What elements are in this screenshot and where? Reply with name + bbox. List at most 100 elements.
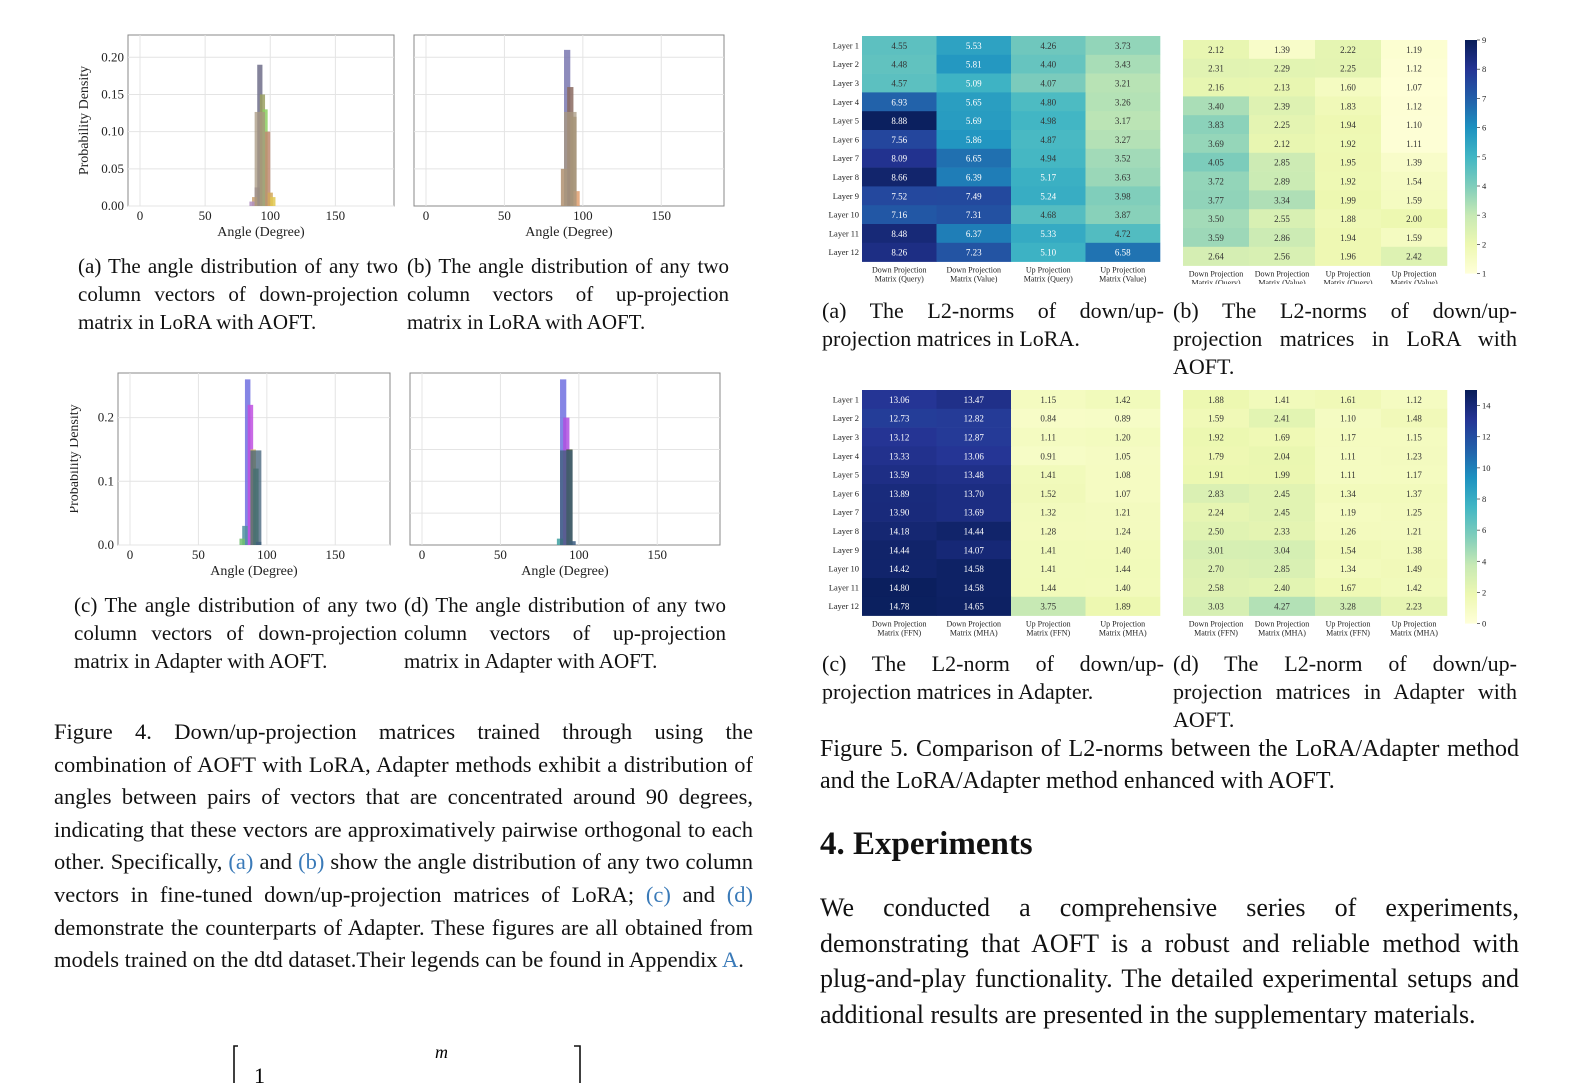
heatmap-value: 2.24 <box>1208 508 1224 518</box>
histogram-bar <box>267 192 273 206</box>
heatmap-value: 12.73 <box>889 414 910 424</box>
heatmap-cell <box>1249 246 1316 266</box>
heatmap-cell <box>1315 246 1382 266</box>
y-tick-label: 0.2 <box>98 410 114 425</box>
heatmap-cell <box>1183 209 1250 229</box>
heatmap-cell <box>1085 224 1161 244</box>
heatmap-cell <box>1183 540 1250 560</box>
heatmap-cell <box>1011 427 1086 447</box>
heatmap-value: 8.26 <box>891 248 907 258</box>
heatmap-cell <box>1183 390 1250 410</box>
colorbar-tick-label: 0 <box>1482 619 1486 629</box>
heatmap-cell <box>862 502 937 522</box>
heatmap-value: 1.07 <box>1115 489 1131 499</box>
heatmap-value: 1.24 <box>1115 527 1131 537</box>
column-label: Up Projection <box>1026 266 1071 275</box>
heatmap-value: 6.93 <box>891 97 907 107</box>
heatmap-value: 1.49 <box>1406 564 1422 574</box>
histogram-bar <box>560 450 573 545</box>
heatmap-cell <box>1249 427 1316 447</box>
heatmap-value: 3.17 <box>1115 116 1131 126</box>
equation-symbol: m <box>435 1042 448 1062</box>
heatmap-cell <box>936 446 1012 466</box>
heatmap-value: 4.57 <box>891 79 907 89</box>
heatmap-cell <box>1085 446 1161 466</box>
heatmap-cell <box>862 390 937 410</box>
heatmap-value: 1.17 <box>1340 433 1356 443</box>
x-tick-label: 100 <box>261 208 281 223</box>
heatmap-value: 4.27 <box>1274 602 1290 612</box>
heatmap-value: 13.59 <box>889 470 910 480</box>
colorbar-tick-label: 6 <box>1482 525 1486 535</box>
column-label: Matrix (Value) <box>1099 275 1147 284</box>
heatmap-cell <box>1315 465 1382 485</box>
heatmap-cell <box>1183 484 1250 504</box>
x-axis-label: Angle (Degree) <box>525 225 613 240</box>
heatmap-cell <box>1249 446 1316 466</box>
ref-appendix-a[interactable]: A <box>721 947 739 973</box>
heatmap-cell <box>1249 465 1316 485</box>
heatmap-value: 8.66 <box>891 173 907 183</box>
heatmap-value: 1.08 <box>1115 470 1131 480</box>
heatmap-value: 1.48 <box>1406 414 1422 424</box>
column-label: Matrix (FFN) <box>1194 629 1238 638</box>
heatmap-value: 14.44 <box>964 527 985 537</box>
heatmap-cell <box>1249 58 1316 78</box>
colorbar-tick-label: 14 <box>1482 401 1491 411</box>
heatmap-cell <box>1085 242 1161 262</box>
heatmap-cell <box>1011 92 1086 112</box>
heatmap-value: 0.84 <box>1040 414 1056 424</box>
heatmap-cell <box>1315 96 1382 116</box>
heatmap-value: 1.89 <box>1115 602 1131 612</box>
colorbar <box>1465 40 1477 274</box>
ref-fig4a[interactable]: (a) <box>228 849 254 875</box>
heatmap-value: 3.52 <box>1115 154 1131 164</box>
heatmap-cell <box>1249 408 1316 428</box>
heatmap-cell <box>1085 186 1161 206</box>
heatmap-value: 2.89 <box>1274 177 1290 187</box>
heatmap-cell <box>1315 115 1382 135</box>
heatmap-cell <box>1381 408 1448 428</box>
x-tick-label: 50 <box>498 208 511 223</box>
heatmap-cell <box>936 578 1012 598</box>
y-tick-label: 0.05 <box>101 161 124 176</box>
heatmap-cell <box>1249 152 1316 172</box>
heatmap-value: 1.92 <box>1208 433 1224 443</box>
heatmap-value: 6.58 <box>1115 248 1131 258</box>
heatmap-value: 1.99 <box>1340 195 1356 205</box>
y-tick-label: 0.15 <box>101 86 124 101</box>
heatmap-cell <box>1381 596 1448 616</box>
heatmap-value: 1.21 <box>1115 508 1131 518</box>
heatmap-cell <box>1085 465 1161 485</box>
heatmap-value: 7.23 <box>966 248 982 258</box>
heatmap-value: 1.60 <box>1340 83 1356 93</box>
ref-fig4d[interactable]: (d) <box>726 881 753 907</box>
colorbar-tick-label: 12 <box>1482 432 1491 442</box>
heatmap-value: 2.00 <box>1406 214 1422 224</box>
heatmap-value: 8.48 <box>891 229 907 239</box>
ref-fig4b[interactable]: (b) <box>298 849 325 875</box>
fig4-subcaption-d: (d) The angle distribution of any two co… <box>404 593 726 673</box>
heatmap-cell <box>1085 559 1161 579</box>
x-tick-label: 0 <box>137 208 144 223</box>
heatmap-value: 2.12 <box>1274 139 1290 149</box>
histogram-bar <box>250 450 262 545</box>
row-label: Layer 6 <box>833 488 859 498</box>
heatmap-value: 3.63 <box>1115 173 1131 183</box>
row-label: Layer 10 <box>829 210 859 220</box>
ref-fig4c[interactable]: (c) <box>645 881 671 907</box>
heatmap-cell <box>1085 408 1161 428</box>
heatmap-value: 12.82 <box>964 414 984 424</box>
heatmap-value: 0.89 <box>1115 414 1131 424</box>
heatmap-value: 1.34 <box>1340 489 1356 499</box>
heatmap-cell <box>1183 134 1250 154</box>
heatmap-cell <box>1381 190 1448 210</box>
y-tick-label: 0.10 <box>101 124 124 139</box>
heatmap-cell <box>1085 521 1161 541</box>
column-label: Down Projection <box>1255 620 1309 629</box>
heatmap-value: 7.31 <box>966 210 982 220</box>
heatmap-value: 1.92 <box>1340 139 1356 149</box>
row-label: Layer 7 <box>833 153 859 163</box>
heatmap-cell <box>1381 484 1448 504</box>
heatmap-cell <box>1085 73 1161 93</box>
